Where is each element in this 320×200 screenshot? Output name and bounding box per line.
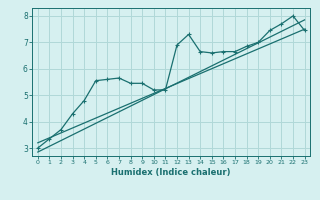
X-axis label: Humidex (Indice chaleur): Humidex (Indice chaleur) <box>111 168 231 177</box>
